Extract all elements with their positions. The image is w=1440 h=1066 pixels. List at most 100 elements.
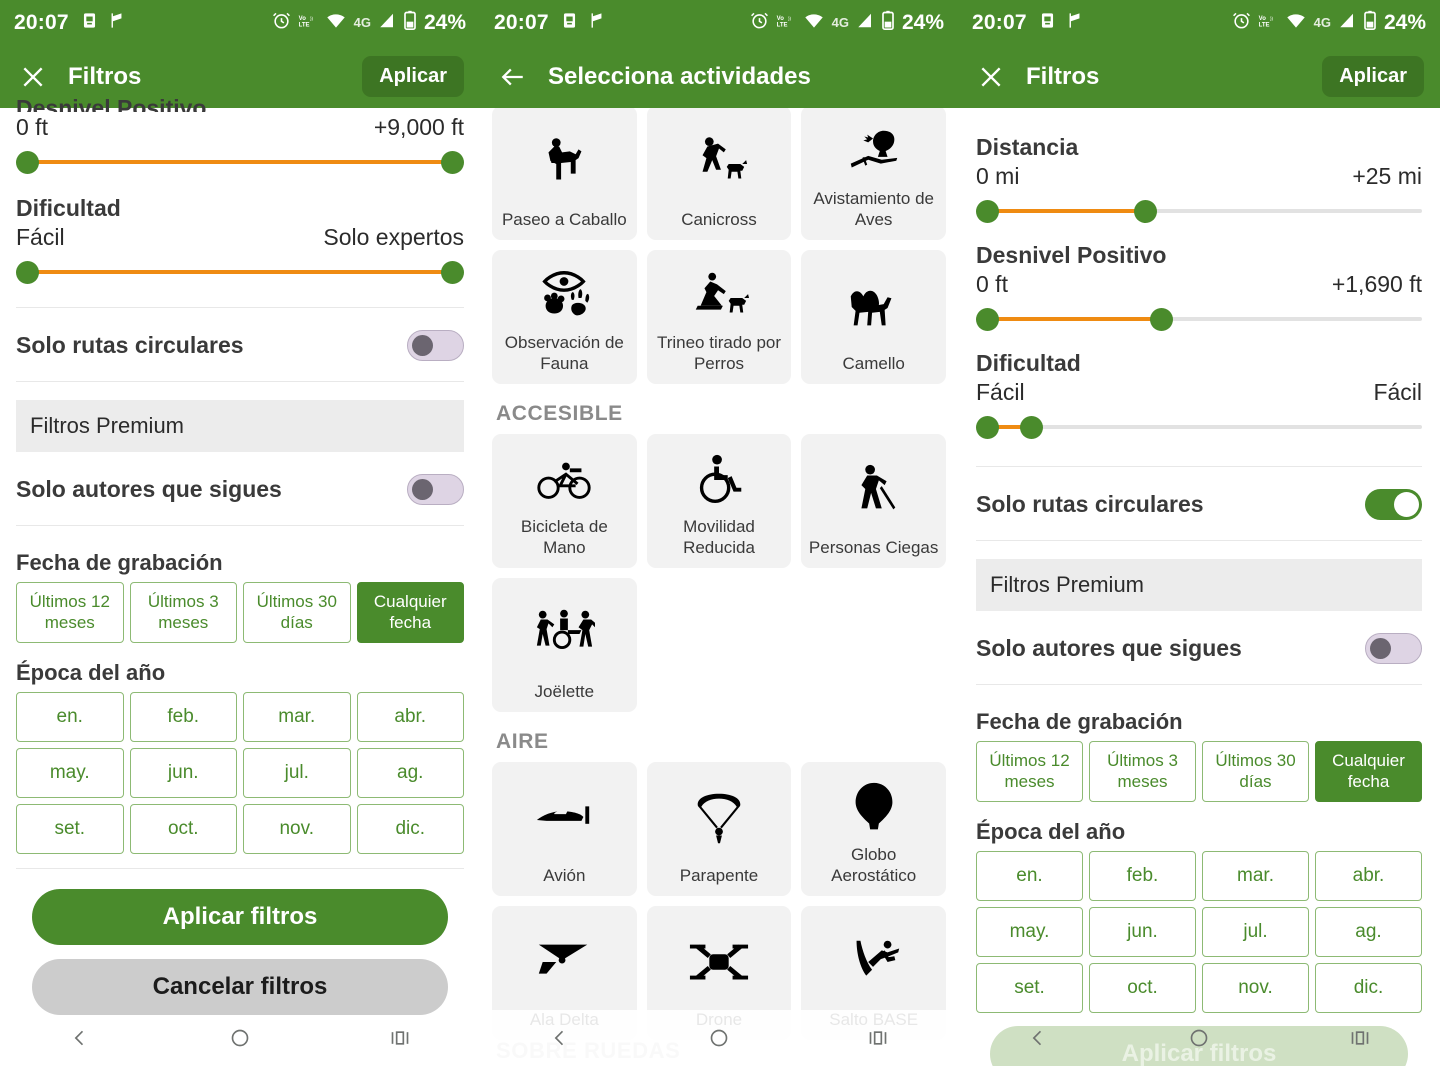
chip-any-date[interactable]: Cualquier fecha [1315,741,1422,802]
chip-any-date[interactable]: Cualquier fecha [356,582,464,643]
circular-routes-row[interactable]: Solo rutas circulares [976,467,1422,540]
month-set[interactable]: set. [16,803,124,854]
month-set[interactable]: set. [976,962,1083,1013]
difficulty-range-slider[interactable] [16,255,464,289]
month-may[interactable]: may. [16,747,124,798]
month-mar[interactable]: mar. [243,691,351,742]
cancel-filters-button[interactable]: Cancelar filtros [32,958,448,1015]
activity-card-reduced-mobility[interactable]: Movilidad Reducida [646,434,792,568]
close-icon[interactable] [16,60,50,94]
activity-grid-top[interactable]: Paseo a Caballo Canicross Avistamiento d… [492,108,946,384]
slider-thumb-high[interactable] [1020,416,1043,439]
chip-last-3-months[interactable]: Últimos 3 meses [1089,741,1196,802]
activity-card-horse-riding[interactable]: Paseo a Caballo [492,108,637,240]
followed-authors-row[interactable]: Solo autores que sigues [976,611,1422,684]
bird-on-branch-icon [807,114,940,189]
activity-card-camel[interactable]: Camello [801,250,946,384]
month-dic[interactable]: dic. [1315,962,1422,1013]
record-date-chip-group[interactable]: Últimos 12 meses Últimos 3 meses Últimos… [976,741,1422,802]
month-feb[interactable]: feb. [1089,850,1196,901]
month-feb[interactable]: feb. [129,691,237,742]
recents-icon[interactable] [1330,1018,1390,1058]
activity-card-airplane[interactable]: Avión [492,762,637,896]
month-jun[interactable]: jun. [1089,906,1196,957]
home-icon[interactable] [210,1018,270,1058]
filters-scroll-body[interactable]: Desnivel Positivo 0 ft +9,000 ft Dificul… [0,95,480,1066]
activity-grid-accessible[interactable]: Bicicleta de Mano Movilidad Reducida Per… [492,434,946,712]
activity-card-dog-sledding[interactable]: Trineo tirado por Perros [646,250,792,384]
month-oct[interactable]: oct. [129,803,237,854]
difficulty-range-slider[interactable] [976,410,1422,444]
activity-card-paragliding[interactable]: Parapente [646,762,792,896]
activity-grid-air[interactable]: Avión Parapente Globo Aerostático [492,762,946,1040]
circular-routes-row[interactable]: Solo rutas circulares [16,308,464,381]
close-icon[interactable] [974,60,1008,94]
record-date-chip-group[interactable]: Últimos 12 meses Últimos 3 meses Últimos… [16,582,464,643]
activity-card-blind-persons[interactable]: Personas Ciegas [801,434,946,568]
slider-thumb-low[interactable] [976,416,999,439]
apply-button[interactable]: Aplicar [362,56,464,97]
month-en[interactable]: en. [16,691,124,742]
month-may[interactable]: may. [976,906,1083,957]
slider-thumb-low[interactable] [16,151,39,174]
circular-routes-toggle[interactable] [1365,489,1422,520]
activity-card-wildlife-watching[interactable]: Observación de Fauna [492,250,637,384]
month-en[interactable]: en. [976,850,1083,901]
svg-text:LTE: LTE [1258,22,1269,28]
apply-filters-button[interactable]: Aplicar filtros [32,888,448,945]
month-nov[interactable]: nov. [1202,962,1309,1013]
activity-card-birdwatching[interactable]: Avistamiento de Aves [801,108,946,240]
recents-icon[interactable] [370,1018,430,1058]
premium-filters-banner[interactable]: Filtros Premium [16,400,464,452]
elevation-range-slider[interactable] [16,145,464,179]
filters-scroll-body[interactable]: Distancia 0 mi +25 mi Desnivel Positivo … [958,108,1440,1066]
home-icon[interactable] [1169,1018,1229,1058]
followed-authors-toggle[interactable] [1365,633,1422,664]
back-icon[interactable] [530,1018,590,1058]
activity-card-canicross[interactable]: Canicross [646,108,792,240]
followed-authors-toggle[interactable] [407,474,464,505]
back-icon[interactable] [1008,1018,1068,1058]
month-jun[interactable]: jun. [129,747,237,798]
activity-card-hot-air-balloon[interactable]: Globo Aerostático [801,762,946,896]
distance-range-slider[interactable] [976,194,1422,228]
status-bar: 20:07 Vo)) LTE 4G [480,0,958,45]
month-jul[interactable]: jul. [1202,906,1309,957]
month-mar[interactable]: mar. [1202,850,1309,901]
chip-last-30-days[interactable]: Últimos 30 días [1202,741,1309,802]
slider-thumb-low[interactable] [976,200,999,223]
activity-card-joelette[interactable]: Joëlette [492,578,637,712]
season-month-grid[interactable]: en. feb. mar. abr. may. jun. jul. ag. se… [976,850,1422,1013]
slider-thumb-high[interactable] [441,261,464,284]
premium-filters-banner[interactable]: Filtros Premium [976,559,1422,611]
month-ag[interactable]: ag. [1315,906,1422,957]
chip-last-12-months[interactable]: Últimos 12 meses [976,741,1083,802]
circular-routes-toggle[interactable] [407,330,464,361]
chip-last-30-days[interactable]: Últimos 30 días [243,582,351,643]
chip-last-3-months[interactable]: Últimos 3 meses [129,582,237,643]
chip-last-12-months[interactable]: Últimos 12 meses [16,582,124,643]
slider-thumb-low[interactable] [16,261,39,284]
elevation-range-slider[interactable] [976,302,1422,336]
slider-thumb-high[interactable] [1134,200,1157,223]
slider-thumb-high[interactable] [441,151,464,174]
recents-icon[interactable] [848,1018,908,1058]
home-icon[interactable] [689,1018,749,1058]
month-oct[interactable]: oct. [1089,962,1196,1013]
month-ag[interactable]: ag. [356,747,464,798]
apply-button[interactable]: Aplicar [1322,56,1424,97]
month-abr[interactable]: abr. [1315,850,1422,901]
month-jul[interactable]: jul. [243,747,351,798]
arrow-left-icon[interactable] [496,60,530,94]
activity-card-handbike[interactable]: Bicicleta de Mano [492,434,637,568]
slider-thumb-low[interactable] [976,308,999,331]
slider-thumb-high[interactable] [1150,308,1173,331]
month-dic[interactable]: dic. [356,803,464,854]
month-abr[interactable]: abr. [356,691,464,742]
season-month-grid[interactable]: en. feb. mar. abr. may. jun. jul. ag. se… [16,691,464,854]
month-nov[interactable]: nov. [243,803,351,854]
alarm-icon [272,11,291,35]
activities-scroll-body[interactable]: Paseo a Caballo Canicross Avistamiento d… [480,108,958,1066]
back-icon[interactable] [50,1018,110,1058]
followed-authors-row[interactable]: Solo autores que sigues [16,452,464,525]
